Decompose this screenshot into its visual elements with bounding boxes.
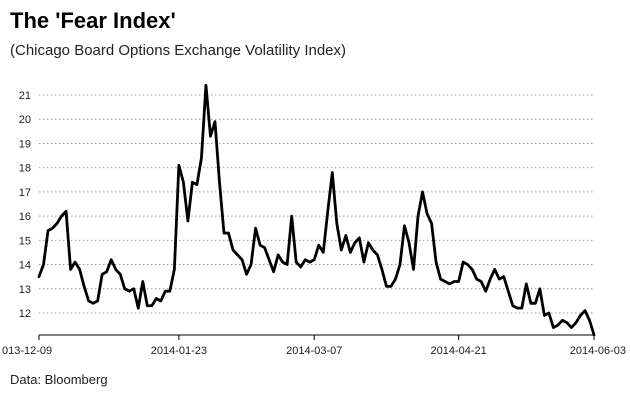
y-axis-tick-labels: 12 13 14 15 16 17 18 19 20 21 [19, 90, 31, 320]
vix-series-line [37, 83, 596, 337]
chart-title: The 'Fear Index' [10, 8, 176, 33]
y-tick-label: 16 [19, 211, 31, 223]
y-tick-label: 15 [19, 235, 31, 247]
y-tick-label: 18 [19, 163, 31, 175]
y-tick-label: 12 [19, 308, 31, 320]
x-tick-label: 2014-03-07 [286, 345, 342, 357]
y-tick-label: 17 [19, 187, 31, 199]
y-tick-label: 13 [19, 284, 31, 296]
y-tick-label: 19 [19, 138, 31, 150]
x-tick-label: 013-12-09 [2, 345, 52, 357]
y-tick-label: 21 [19, 90, 31, 102]
x-axis-ticks: 013-12-09 2014-01-23 2014-03-07 2014-04-21 2… [2, 335, 626, 357]
x-tick-label: 2014-01-23 [151, 345, 207, 357]
x-tick-label: 2014-06-03 [570, 345, 626, 357]
chart-subtitle: (Chicago Board Options Exchange Volatili… [10, 42, 347, 59]
y-tick-label: 20 [19, 114, 31, 126]
y-tick-label: 14 [19, 260, 31, 272]
x-tick-label: 2014-04-21 [430, 345, 486, 357]
chart-source-note: Data: Bloomberg [10, 372, 108, 387]
